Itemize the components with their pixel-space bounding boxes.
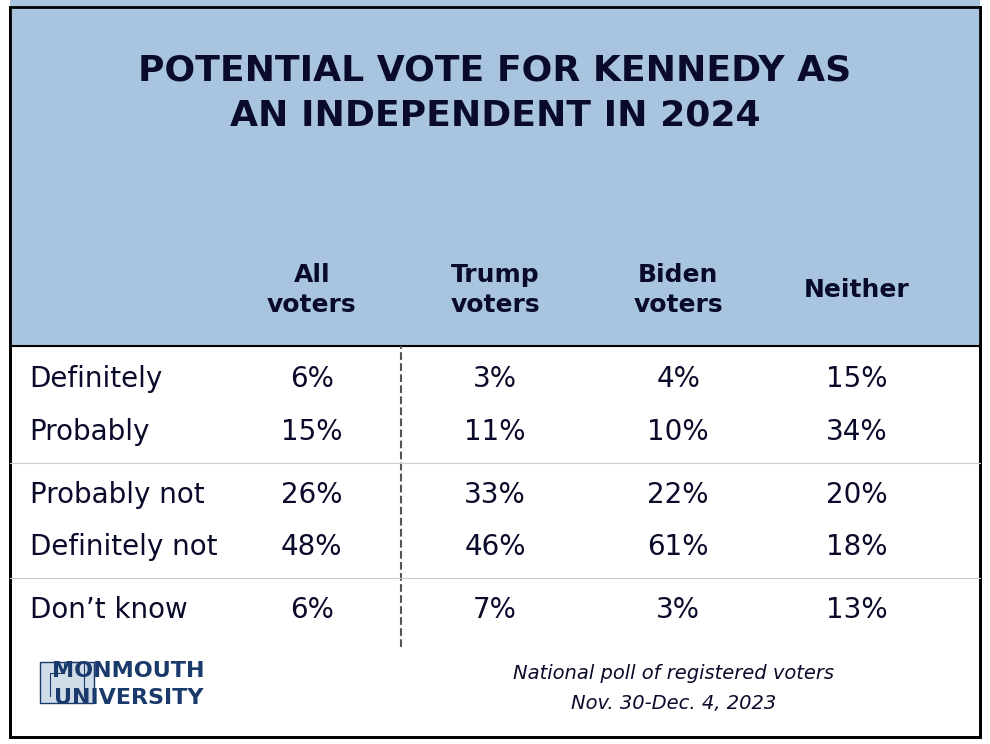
FancyBboxPatch shape — [10, 238, 980, 346]
Text: Neither: Neither — [804, 278, 909, 302]
Text: 26%: 26% — [281, 481, 343, 509]
Text: 46%: 46% — [464, 533, 526, 561]
Text: 48%: 48% — [281, 533, 343, 561]
Text: POTENTIAL VOTE FOR KENNEDY AS: POTENTIAL VOTE FOR KENNEDY AS — [139, 54, 851, 88]
Text: 4%: 4% — [656, 365, 700, 394]
Text: 10%: 10% — [647, 417, 709, 446]
Text: 6%: 6% — [290, 365, 334, 394]
Text: 3%: 3% — [656, 596, 700, 624]
Text: 11%: 11% — [464, 417, 526, 446]
Text: Probably not: Probably not — [30, 481, 204, 509]
Text: Trump
voters: Trump voters — [450, 263, 540, 317]
Text: Definitely: Definitely — [30, 365, 163, 394]
FancyBboxPatch shape — [10, 7, 980, 737]
Text: AN INDEPENDENT IN 2024: AN INDEPENDENT IN 2024 — [230, 98, 760, 132]
Text: Probably: Probably — [30, 417, 150, 446]
Text: All
voters: All voters — [267, 263, 356, 317]
Text: Nov. 30-Dec. 4, 2023: Nov. 30-Dec. 4, 2023 — [570, 693, 776, 713]
Text: MONMOUTH
UNIVERSITY: MONMOUTH UNIVERSITY — [52, 661, 205, 708]
Text: 34%: 34% — [826, 417, 887, 446]
Text: 22%: 22% — [647, 481, 709, 509]
Text: 20%: 20% — [826, 481, 887, 509]
Text: National poll of registered voters: National poll of registered voters — [513, 664, 834, 683]
Text: 13%: 13% — [826, 596, 887, 624]
Text: Don’t know: Don’t know — [30, 596, 187, 624]
FancyBboxPatch shape — [10, 0, 980, 238]
Text: 7%: 7% — [473, 596, 517, 624]
Text: 18%: 18% — [826, 533, 887, 561]
FancyBboxPatch shape — [40, 662, 94, 703]
Text: Definitely not: Definitely not — [30, 533, 217, 561]
Text: 6%: 6% — [290, 596, 334, 624]
Text: 33%: 33% — [464, 481, 526, 509]
Text: 15%: 15% — [281, 417, 343, 446]
Text: Biden
voters: Biden voters — [634, 263, 723, 317]
Text: 61%: 61% — [647, 533, 709, 561]
Text: 15%: 15% — [826, 365, 887, 394]
Text: 3%: 3% — [473, 365, 517, 394]
